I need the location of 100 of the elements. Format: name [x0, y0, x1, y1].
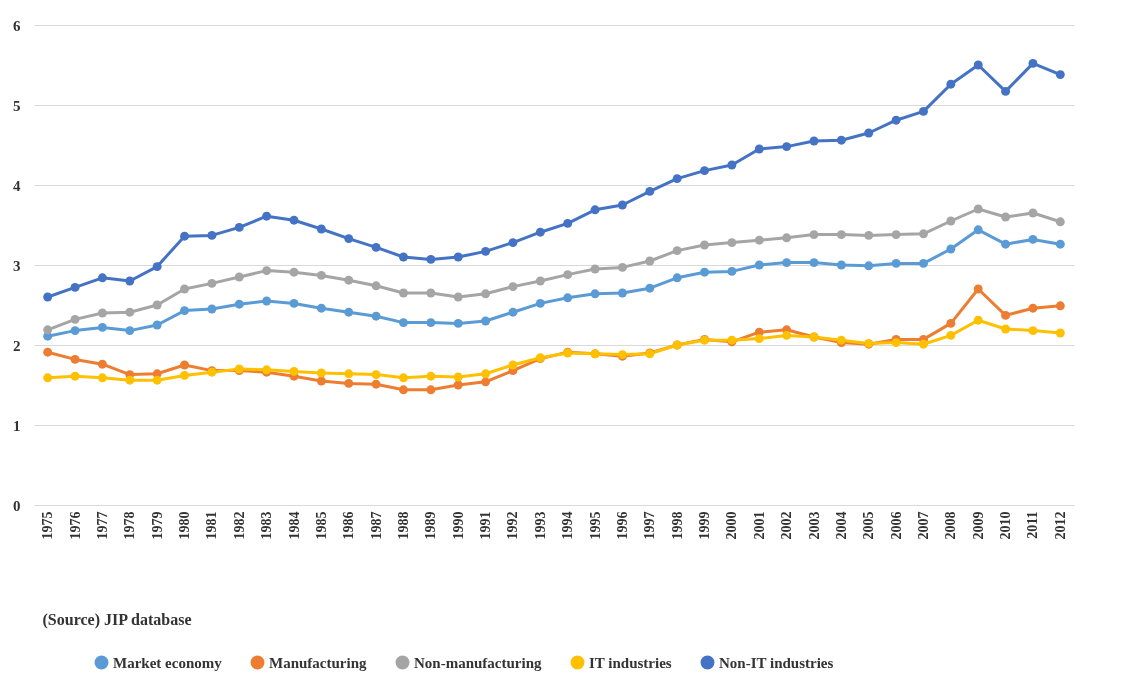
point [262, 266, 272, 276]
point [371, 311, 381, 321]
point [1028, 234, 1038, 244]
point [700, 166, 709, 176]
point [782, 233, 792, 243]
point [645, 283, 655, 293]
point [180, 360, 189, 370]
point [891, 258, 901, 268]
point [672, 246, 682, 256]
point [426, 371, 436, 381]
point [645, 256, 655, 266]
point [946, 79, 956, 89]
x-tick-label: 1984 [286, 511, 302, 540]
point [125, 326, 135, 336]
point [727, 238, 737, 248]
point [43, 292, 53, 302]
point [125, 307, 135, 317]
point [97, 322, 107, 332]
point [946, 318, 956, 328]
point [289, 215, 299, 225]
x-tick-label: 2011 [1025, 511, 1041, 539]
text: (Source) JIP database [42, 611, 192, 629]
point [836, 135, 846, 145]
point [152, 320, 162, 330]
point [919, 229, 928, 239]
point [125, 276, 135, 286]
point [97, 373, 107, 383]
point [754, 260, 764, 270]
x-tick-label: 2001 [751, 511, 767, 540]
point [481, 289, 491, 299]
point [864, 230, 874, 240]
point [207, 230, 217, 240]
point [754, 144, 764, 154]
point [919, 339, 928, 349]
point [97, 273, 107, 283]
point [70, 326, 80, 336]
point [70, 354, 80, 364]
point [973, 60, 983, 70]
point [262, 211, 272, 221]
point [316, 224, 326, 234]
point [1028, 303, 1038, 313]
point [919, 258, 928, 268]
point [508, 238, 518, 248]
point [617, 200, 627, 210]
point [1055, 328, 1065, 338]
point [535, 276, 545, 286]
point [946, 244, 956, 254]
point [234, 299, 244, 309]
y-tick-label: 1 [13, 417, 21, 434]
point [371, 379, 381, 389]
x-tick-label: 1997 [642, 511, 658, 540]
x-tick-label: 1986 [341, 511, 357, 540]
point [481, 246, 491, 256]
point [617, 262, 627, 272]
point [180, 370, 189, 380]
point [125, 375, 135, 385]
x-tick-label: 2000 [724, 511, 740, 540]
x-tick-label: 1988 [395, 511, 411, 540]
x-tick-label: 1998 [669, 511, 685, 540]
point [1028, 58, 1038, 68]
point [700, 267, 709, 277]
point [1055, 301, 1065, 311]
point [453, 252, 463, 262]
y-tick-label: 6 [13, 17, 21, 34]
point [535, 298, 545, 308]
point [809, 230, 819, 240]
point [1001, 86, 1011, 96]
y-tick-label: 0 [13, 497, 21, 514]
point [782, 142, 792, 152]
point [453, 318, 463, 328]
point [426, 288, 436, 298]
point [152, 300, 162, 310]
x-tick-label: 1979 [149, 511, 165, 540]
point [672, 273, 682, 283]
point [70, 371, 80, 381]
point [207, 278, 217, 288]
x-tick-label: 1976 [67, 511, 83, 540]
point [43, 373, 53, 383]
point [754, 334, 764, 344]
x-tick-label: 1977 [94, 511, 110, 540]
x-tick-label: 1992 [505, 511, 521, 540]
point [1001, 310, 1011, 320]
point [481, 369, 491, 379]
point [782, 258, 792, 268]
point [809, 258, 819, 268]
x-tick-label: 1995 [587, 511, 603, 540]
point [481, 377, 491, 387]
point [535, 227, 545, 237]
x-tick-label: 1996 [614, 511, 630, 540]
x-tick-label: 2003 [806, 511, 822, 540]
point [289, 298, 299, 308]
x-tick-label: 2012 [1052, 511, 1068, 540]
point [836, 230, 846, 240]
point [891, 230, 901, 240]
point [891, 115, 901, 125]
x-tick-label: 1989 [423, 511, 439, 540]
point [344, 378, 354, 388]
point [973, 284, 983, 294]
point [645, 186, 655, 196]
x-tick-label: 2005 [861, 511, 877, 540]
